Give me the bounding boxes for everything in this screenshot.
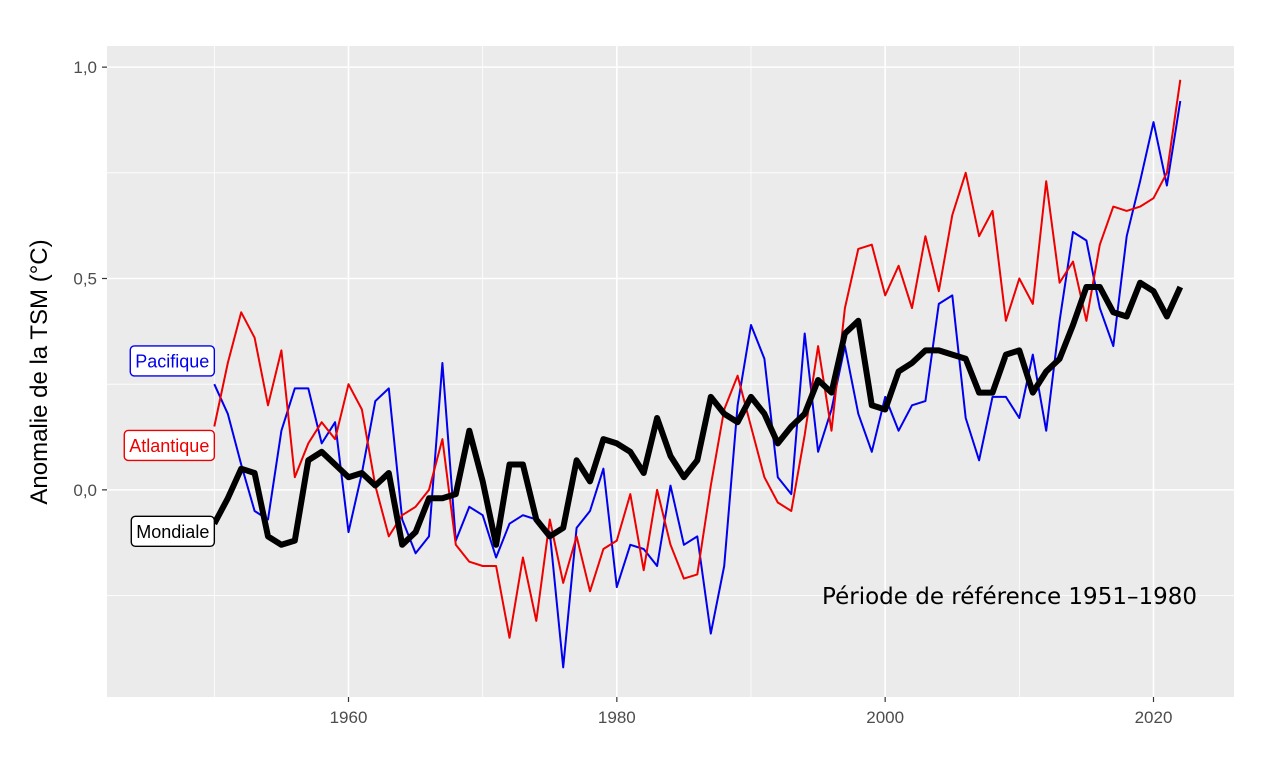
major-gridlines	[107, 46, 1234, 697]
series-label-box	[130, 515, 216, 547]
series-label-text: Mondiale	[136, 522, 209, 542]
series-label-pacifique: Pacifique	[129, 345, 216, 377]
series-label-mondiale: Mondiale	[130, 515, 216, 547]
y-tick-label: 0,0	[73, 481, 97, 500]
y-tick-label: 1,0	[73, 58, 97, 77]
x-tick-label: 1980	[598, 708, 636, 727]
y-tick-label: 0,5	[73, 270, 97, 289]
axes: 1960 1980 2000 2020 0,0 0,5 1,0	[73, 58, 1172, 727]
reference-period-annotation: Période de référence 1951–1980	[822, 584, 1197, 610]
series-label-box	[129, 345, 216, 377]
series-label-text: Atlantique	[129, 436, 209, 456]
x-tick-label: 2020	[1135, 708, 1173, 727]
series-line-pacifique	[213, 100, 1182, 669]
series-lines	[211, 79, 1184, 669]
series-label-box	[123, 429, 216, 462]
series-line-mondiale	[211, 279, 1184, 548]
y-axis-title: Anomalie de la TSM (°C)	[26, 239, 53, 504]
series-label-text: Pacifique	[135, 351, 209, 371]
x-tick-label: 2000	[866, 708, 904, 727]
series-label-atlantique: Atlantique	[123, 429, 216, 462]
x-tick-label: 1960	[330, 708, 368, 727]
series-labels: Pacifique Atlantique Mondiale	[123, 345, 216, 547]
minor-gridlines	[107, 46, 1234, 697]
